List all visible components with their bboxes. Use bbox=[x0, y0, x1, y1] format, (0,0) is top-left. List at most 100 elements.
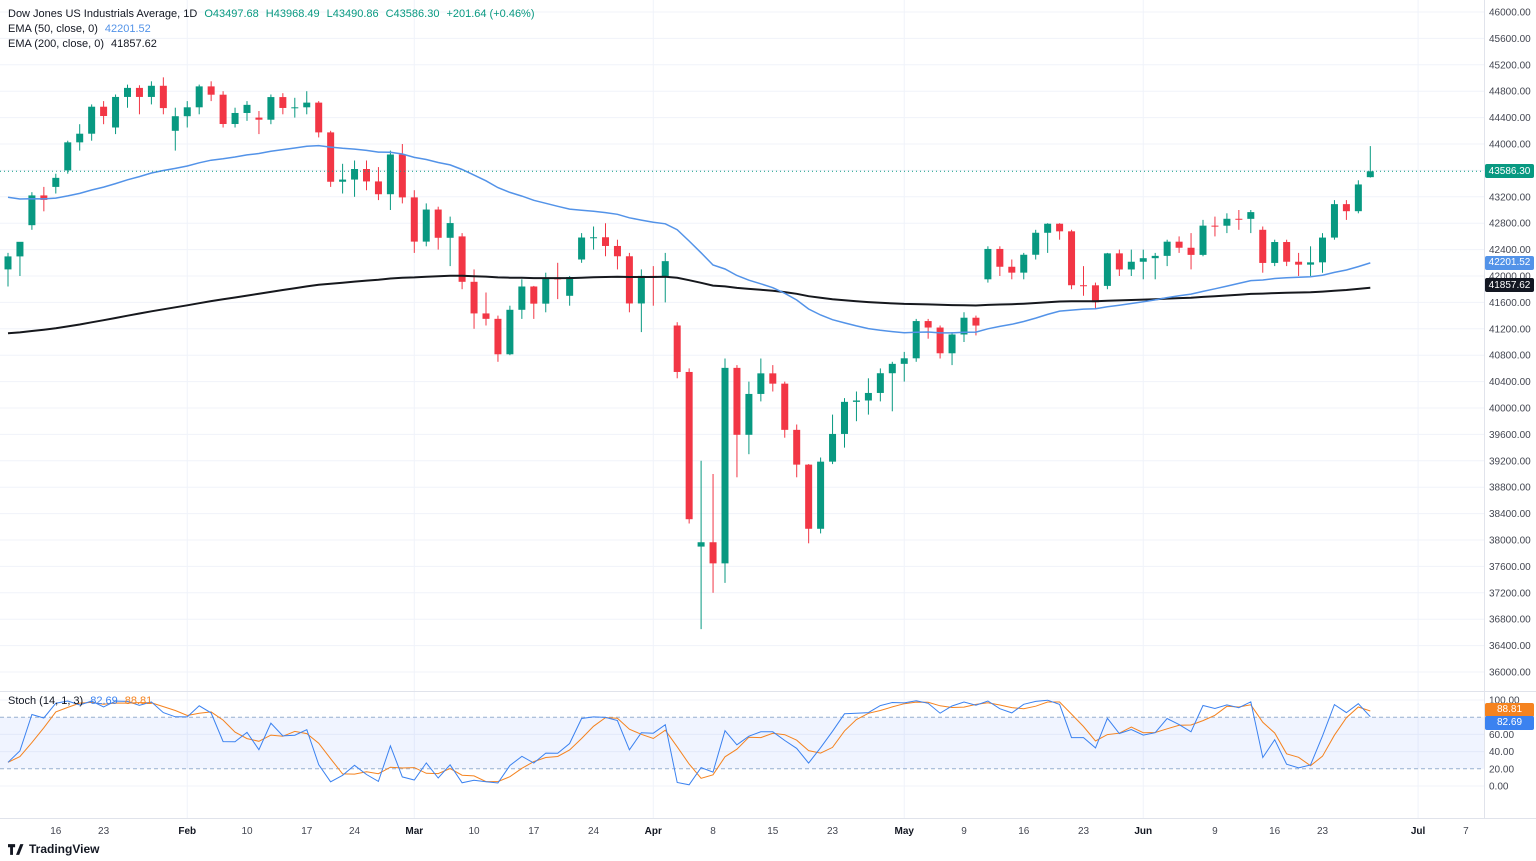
candle-body bbox=[1008, 266, 1016, 273]
candle-body bbox=[76, 133, 84, 143]
candle-body bbox=[112, 96, 120, 128]
stoch-band bbox=[0, 717, 1484, 769]
candle-body bbox=[40, 195, 48, 200]
candle-body bbox=[1127, 261, 1135, 270]
price-tick-label: 42000.00 bbox=[1489, 272, 1531, 283]
tradingview-logo[interactable]: TradingView bbox=[8, 842, 99, 856]
candle-body bbox=[135, 87, 143, 97]
price-tick-label: 37600.00 bbox=[1489, 562, 1531, 573]
candle-body bbox=[852, 400, 860, 402]
grid-layer bbox=[0, 0, 1484, 818]
candle-body bbox=[159, 85, 167, 109]
candle-body bbox=[100, 106, 108, 117]
candle-body bbox=[482, 313, 490, 319]
time-tick-label: 9 bbox=[1212, 826, 1218, 837]
price-tick-label: 36000.00 bbox=[1489, 668, 1531, 679]
stoch-label[interactable]: Stoch (14, 1, 3) bbox=[8, 695, 84, 707]
stoch-k-badge: 82.69 bbox=[1485, 715, 1534, 730]
candle-body bbox=[709, 542, 717, 564]
ema200-line bbox=[7, 274, 1371, 335]
price-tick-label: 44400.00 bbox=[1489, 113, 1531, 124]
stoch-pane[interactable] bbox=[0, 699, 1484, 786]
price-tick-label: 36400.00 bbox=[1489, 641, 1531, 652]
candle-body bbox=[936, 327, 944, 354]
candle-body bbox=[888, 363, 896, 374]
candle-body bbox=[374, 181, 382, 195]
time-tick-label: 16 bbox=[1018, 826, 1030, 837]
candle-body bbox=[1319, 237, 1326, 263]
candle-body bbox=[255, 117, 263, 120]
stoch-tick-label: 100.00 bbox=[1489, 696, 1520, 707]
candle-body bbox=[363, 169, 370, 182]
time-tick-label: 24 bbox=[588, 826, 600, 837]
change-value: +201.64 (+0.46%) bbox=[446, 8, 535, 20]
price-tick-label: 41200.00 bbox=[1489, 324, 1531, 335]
candle-body bbox=[793, 429, 801, 465]
ema50-value: 42201.52 bbox=[104, 23, 151, 35]
price-tick-label: 42400.00 bbox=[1489, 245, 1531, 256]
main-legend: Dow Jones US Industrials Average, 1D O43… bbox=[8, 7, 535, 52]
candle-body bbox=[207, 86, 215, 95]
candle-body bbox=[1223, 218, 1231, 226]
symbol-title[interactable]: Dow Jones US Industrials Average, 1D bbox=[8, 8, 198, 20]
candle-body bbox=[339, 179, 347, 182]
price-tick-label: 44000.00 bbox=[1489, 140, 1531, 151]
candle-body bbox=[1187, 247, 1195, 255]
time-axis[interactable]: 16 23 Feb 10 17 24 Mar 10 17 24 Apr 8 15 23 May 9 16 23 Ju… bbox=[50, 826, 1469, 837]
time-tick-label: 15 bbox=[767, 826, 779, 837]
time-tick-label: 17 bbox=[301, 826, 313, 837]
stoch-tick-label: 20.00 bbox=[1489, 764, 1514, 775]
candle-body bbox=[900, 358, 908, 364]
price-pane[interactable] bbox=[0, 77, 1484, 630]
candle-body bbox=[219, 94, 227, 125]
price-tick-label: 44800.00 bbox=[1489, 87, 1531, 98]
candle-body bbox=[183, 107, 191, 117]
candle-body bbox=[4, 256, 12, 270]
candle-body bbox=[1020, 254, 1028, 273]
candle-body bbox=[506, 309, 514, 355]
candle-body bbox=[1044, 223, 1052, 233]
candle-body bbox=[279, 97, 287, 108]
candle-body bbox=[1366, 171, 1374, 178]
candle-body bbox=[1056, 223, 1064, 232]
time-tick-label: 7 bbox=[1463, 826, 1469, 837]
candle-body bbox=[924, 321, 932, 328]
ema50-label[interactable]: EMA (50, close, 0) bbox=[8, 23, 98, 35]
candle-body bbox=[1139, 258, 1147, 262]
candle-body bbox=[88, 106, 96, 134]
time-tick-label: 10 bbox=[468, 826, 480, 837]
candle-body bbox=[530, 286, 538, 304]
ema200-label[interactable]: EMA (200, close, 0) bbox=[8, 38, 104, 50]
stoch-k-value: 82.69 bbox=[90, 695, 118, 707]
price-axis[interactable]: 46000.00 45600.00 45200.00 44800.00 44400.00… bbox=[1489, 8, 1531, 793]
candle-body bbox=[1199, 225, 1207, 255]
time-tick-label: 23 bbox=[1317, 826, 1329, 837]
time-tick-label: 24 bbox=[349, 826, 361, 837]
candle-body bbox=[422, 209, 430, 242]
candle-body bbox=[303, 102, 311, 108]
candle-body bbox=[1330, 204, 1338, 238]
candle-body bbox=[661, 261, 669, 277]
candle-body bbox=[434, 209, 442, 238]
candle-body bbox=[410, 197, 418, 242]
candle-body bbox=[1032, 232, 1040, 255]
candle-body bbox=[972, 317, 980, 326]
price-tick-label: 43200.00 bbox=[1489, 192, 1531, 203]
candle-body bbox=[1342, 204, 1350, 212]
candle-body bbox=[864, 392, 872, 401]
candle-body bbox=[1247, 212, 1255, 219]
candle-body bbox=[542, 278, 550, 304]
candle-body bbox=[494, 318, 502, 355]
candle-body bbox=[984, 248, 992, 280]
candle-body bbox=[147, 85, 155, 97]
candles-layer bbox=[4, 77, 1374, 630]
time-tick-label: 16 bbox=[50, 826, 62, 837]
candle-body bbox=[578, 237, 586, 260]
ema50-line bbox=[7, 144, 1371, 334]
stoch-legend: Stoch (14, 1, 3) 82.69 88.81 bbox=[8, 695, 152, 707]
stoch-tick-label: 60.00 bbox=[1489, 730, 1514, 741]
candle-body bbox=[1163, 241, 1171, 256]
last-price-badge: 43586.30 bbox=[1485, 164, 1534, 179]
tradingview-logo-icon bbox=[8, 843, 24, 855]
